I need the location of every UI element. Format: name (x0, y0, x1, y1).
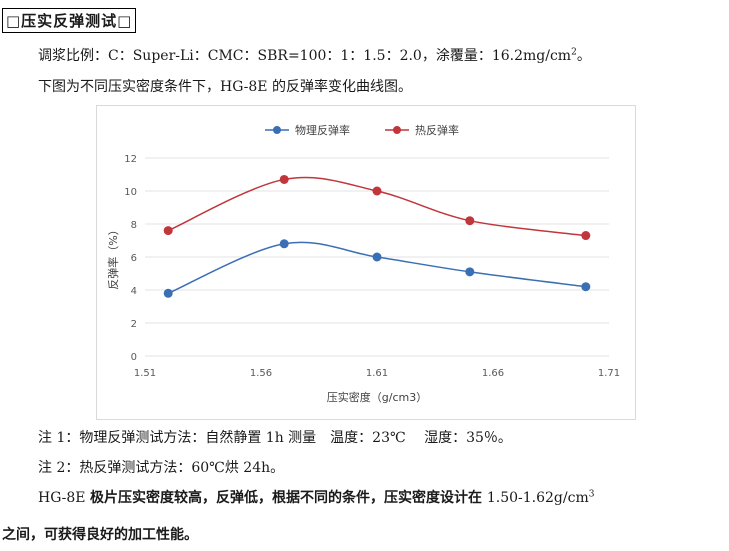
conclusion-sup: 3 (588, 489, 595, 500)
chart-frame: 0 2 4 6 8 10 12 1.51 1.56 1.61 1.66 1.71 压实密度（g/cm3）… (96, 105, 636, 420)
conclusion-line-2: 之间，可获得良好的加工性能。 (2, 527, 198, 543)
legend-label-2: 热反弹率 (415, 123, 459, 137)
series-line-2 (167, 176, 586, 237)
data-point-series-1 (465, 267, 475, 277)
x-tick-label: 1.71 (598, 368, 620, 379)
y-tick-label: 10 (124, 187, 137, 198)
section-heading: □压实反弹测试□ (2, 8, 137, 33)
data-point-series-1 (163, 288, 173, 298)
y-tick-label: 8 (131, 220, 137, 231)
ratio-tail: 。 (576, 48, 591, 64)
x-tick-label: 1.61 (366, 368, 388, 379)
x-tick-label: 1.66 (482, 368, 504, 379)
note-2: 注 2：热反弹测试方法：60℃烘 24h。 (38, 460, 285, 476)
conclusion-part-3: 1.50-1.62g/cm (486, 490, 589, 506)
x-axis-label: 压实密度（g/cm3） (327, 390, 427, 404)
note-1: 注 1：物理反弹测试方法：自然静置 1h 测量 温度：23℃ 湿度：35％。 (38, 430, 512, 446)
chart-caption: 下图为不同压实密度条件下，HG-8E 的反弹率变化曲线图。 (38, 79, 412, 95)
x-tick-label: 1.56 (250, 368, 272, 379)
data-point-series-2 (372, 186, 382, 196)
data-point-series-2 (465, 216, 475, 226)
y-tick-label: 6 (131, 253, 137, 264)
legend-label-1: 物理反弹率 (295, 123, 350, 137)
data-point-series-1 (279, 239, 289, 249)
y-tick-label: 0 (131, 352, 137, 363)
data-point-series-1 (372, 252, 382, 262)
y-tick-label: 12 (124, 154, 137, 165)
ratio-sup: 2 (571, 47, 577, 58)
y-tick-label: 2 (131, 319, 137, 330)
ratio-text: 调浆比例：C：Super-Li：CMC：SBR=100：1：1.5：2.0，涂覆… (38, 48, 572, 64)
ratio-line: 调浆比例：C：Super-Li：CMC：SBR=100：1：1.5：2.0，涂覆… (38, 45, 591, 65)
conclusion-line-1: HG-8E 极片压实密度较高，反弹低，根据不同的条件，压实密度设计在 1.50-… (38, 487, 594, 507)
data-point-series-2 (581, 231, 591, 241)
conclusion-part-2: 极片压实密度较高，反弹低，根据不同的条件，压实密度设计在 (89, 490, 487, 506)
rebound-rate-chart: 0 2 4 6 8 10 12 1.51 1.56 1.61 1.66 1.71 压实密度（g/cm3）… (106, 123, 620, 404)
legend-marker-1 (273, 126, 281, 134)
legend-marker-2 (393, 126, 401, 134)
conclusion-part-1: HG-8E (38, 490, 90, 506)
data-point-series-2 (279, 174, 289, 184)
y-tick-label: 4 (131, 286, 137, 297)
series-line-1 (167, 241, 586, 294)
x-tick-label: 1.51 (134, 368, 156, 379)
data-point-series-2 (163, 226, 173, 236)
data-point-series-1 (581, 282, 591, 292)
y-axis-label: 反弹率（%） (106, 224, 120, 289)
